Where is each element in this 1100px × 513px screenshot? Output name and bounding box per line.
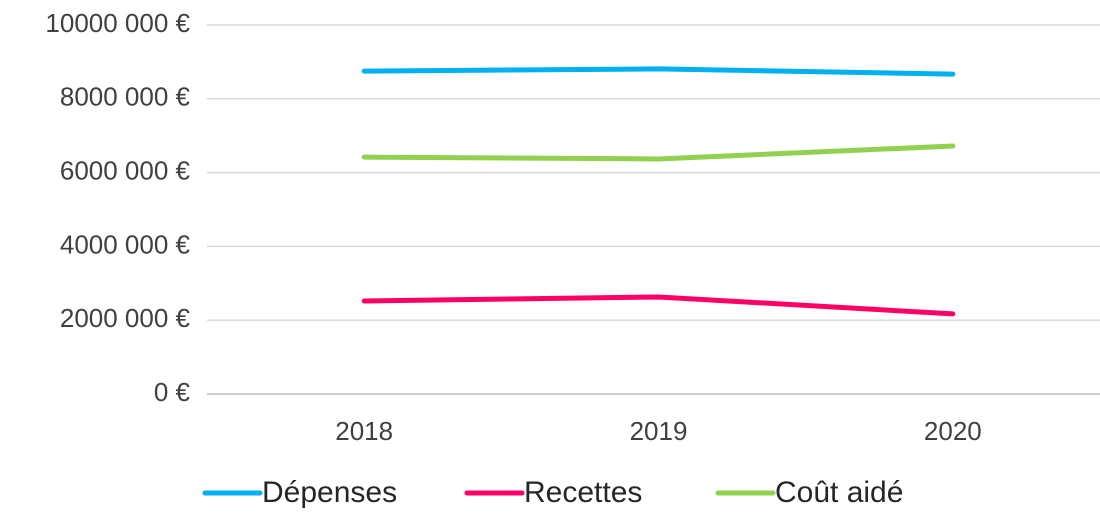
legend-label: Recettes [524, 476, 642, 509]
y-tick-label: 10000 000 € [45, 8, 190, 38]
y-tick-label: 6000 000 € [60, 155, 191, 185]
series-line [361, 66, 956, 77]
legend-label: Dépenses [262, 476, 397, 509]
y-tick-label: 4000 000 € [60, 229, 191, 259]
y-tick-label: 0 € [154, 377, 191, 407]
legend-label: Coût aidé [775, 476, 903, 509]
series-line [361, 294, 956, 317]
y-tick-label: 8000 000 € [60, 82, 191, 112]
series-line [361, 143, 956, 162]
x-tick-label: 2019 [630, 416, 688, 446]
y-tick-label: 2000 000 € [60, 303, 191, 333]
x-tick-label: 2020 [924, 416, 982, 446]
x-tick-label: 2018 [335, 416, 393, 446]
